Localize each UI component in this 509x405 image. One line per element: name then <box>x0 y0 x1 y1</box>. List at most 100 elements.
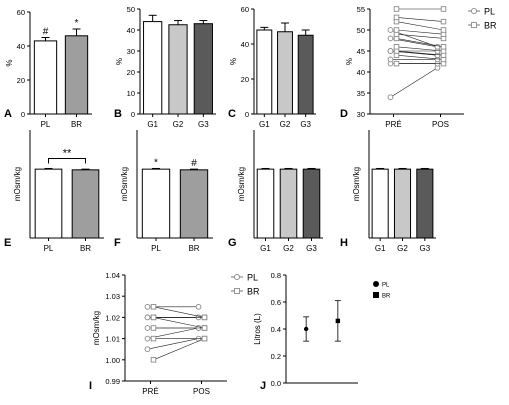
x-tick-label: PL <box>151 244 161 253</box>
x-tick-label: G2 <box>280 120 291 129</box>
subject-line-br <box>396 29 444 35</box>
panel-g: mOsm/kg G G1 G2 G3 <box>228 130 323 253</box>
legend-marker <box>373 292 379 298</box>
point-pl <box>144 346 151 353</box>
legend-label: BR <box>247 287 260 297</box>
subject-line-br <box>396 21 444 31</box>
bar-pl <box>141 168 171 239</box>
point-br <box>201 335 208 342</box>
y-tick-label: 40 <box>357 68 365 77</box>
y-tick-label: 0.0 <box>271 379 281 388</box>
point-br <box>150 325 157 331</box>
point-pl <box>144 325 151 331</box>
y-tick-label: 60 <box>17 8 25 17</box>
x-tick-label: BR <box>71 120 82 129</box>
y-tick-label: 1.01 <box>105 335 120 344</box>
bar-br <box>179 169 209 239</box>
bar-g2 <box>277 31 293 115</box>
point-pl <box>144 303 151 310</box>
bar-g2 <box>393 168 412 239</box>
panel-f: mOsm/kg F PL BR * # <box>114 130 213 253</box>
bar-g3 <box>302 168 321 239</box>
bar-pl <box>34 168 63 239</box>
point-br <box>393 60 400 67</box>
point-br <box>335 318 341 324</box>
x-tick-label: G3 <box>306 244 317 253</box>
subject-line-br <box>396 38 444 48</box>
panel-label: A <box>4 108 12 120</box>
significance-mark: * <box>154 157 158 168</box>
point-br <box>440 6 447 12</box>
y-tick-label: 0 <box>21 110 25 119</box>
x-tick-label: G1 <box>260 244 271 253</box>
legend-marker <box>373 281 379 287</box>
legend-label: PL <box>484 7 495 17</box>
panel-label: F <box>114 237 121 249</box>
point-pl <box>195 303 202 310</box>
panel-b: 0 10 20 30 40 50% B G1 G2 G3 <box>114 5 216 129</box>
panel-label: C <box>228 108 236 120</box>
bar-br <box>64 35 89 115</box>
bar-g3 <box>297 34 314 115</box>
y-tick-label: 35 <box>357 89 365 98</box>
subject-line-br <box>396 17 444 22</box>
x-tick-label: PRÉ <box>142 387 158 396</box>
point-pl <box>144 314 151 321</box>
y-tick-label: 30 <box>357 110 365 119</box>
y-axis-label: mOsm/kg <box>352 167 361 201</box>
x-tick-label: G2 <box>397 244 408 253</box>
subject-line-br <box>396 50 444 56</box>
bar-g1 <box>256 29 273 115</box>
y-tick-label: 55 <box>357 5 365 14</box>
x-tick-label: PL <box>41 120 51 129</box>
panel-i: 0.99 1.00 1.01 1.02 1.03 1.04 mOsm/kg I PRÉ POS PL… <box>89 271 260 396</box>
y-axis-label: mOsm/kg <box>237 167 246 201</box>
point-pl <box>303 326 309 332</box>
x-tick-label: G1 <box>259 120 270 129</box>
x-tick-label: G1 <box>147 120 158 129</box>
x-tick-label: PRÉ <box>385 120 401 129</box>
significance-mark: * <box>75 18 79 29</box>
x-tick-label: BR <box>188 244 199 253</box>
legend-label: PL <box>247 273 258 283</box>
y-tick-label: 20 <box>127 68 135 77</box>
point-br <box>150 335 157 342</box>
panel-label: E <box>4 237 11 249</box>
significance-mark: # <box>191 158 197 169</box>
panel-a: 0 20 40 60% A PL BR # * <box>4 8 92 129</box>
x-tick-label: G1 <box>375 244 386 253</box>
point-pl <box>387 48 394 54</box>
y-axis-label: % <box>345 58 354 65</box>
legend-label: BR <box>484 21 497 31</box>
y-tick-label: 1.02 <box>105 313 120 322</box>
y-tick-label: 20 <box>17 76 25 85</box>
y-tick-label: 40 <box>17 42 25 51</box>
bar-br <box>71 169 100 239</box>
point-br <box>440 27 447 33</box>
x-tick-label: G2 <box>173 120 184 129</box>
panel-label: G <box>228 237 237 249</box>
subject-line-pl <box>147 338 199 350</box>
bar-g1 <box>371 168 389 239</box>
y-tick-label: 0 <box>245 110 249 119</box>
y-axis-label: % <box>5 59 14 66</box>
bar-pl <box>33 40 58 115</box>
point-br <box>201 314 208 321</box>
y-tick-label: 0.8 <box>271 271 281 280</box>
y-axis-label: mOsm/kg <box>120 167 129 201</box>
point-pl <box>387 56 394 63</box>
point-br <box>150 304 157 310</box>
y-tick-label: 60 <box>241 5 249 14</box>
panel-label: B <box>114 108 122 120</box>
x-tick-label: G2 <box>283 244 294 253</box>
significance-mark: # <box>43 27 49 38</box>
panel-j: 0.0 0.2 0.4 0.6 0.8 Litros (L) J PL BR <box>253 271 391 392</box>
x-tick-label: BR <box>80 244 91 253</box>
point-br <box>150 357 157 363</box>
y-tick-label: 20 <box>241 75 249 84</box>
y-tick-label: 50 <box>357 26 365 35</box>
y-axis-label: mOsm/kg <box>13 167 22 201</box>
x-tick-label: G3 <box>300 120 311 129</box>
y-tick-label: 0.2 <box>271 352 281 361</box>
point-br <box>440 18 447 25</box>
